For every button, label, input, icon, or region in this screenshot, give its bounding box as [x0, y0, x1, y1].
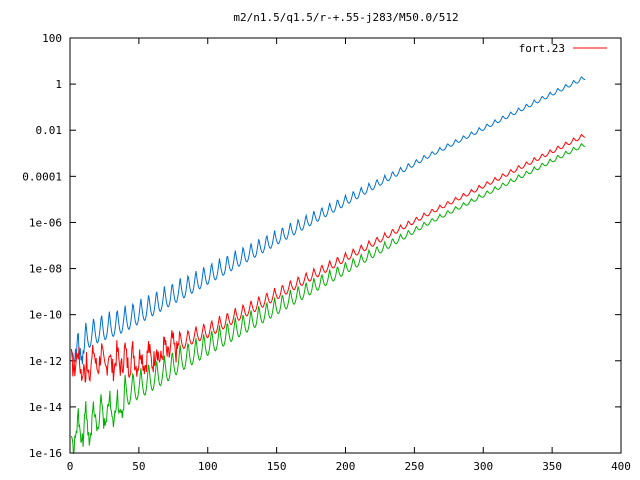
- x-tick-label: 300: [473, 460, 493, 473]
- x-tick-label: 50: [132, 460, 145, 473]
- x-tick-label: 100: [198, 460, 218, 473]
- x-tick-label: 400: [611, 460, 631, 473]
- y-tick-label: 1: [55, 78, 62, 91]
- series-line-3: [70, 142, 586, 454]
- y-tick-label: 1e-12: [29, 355, 62, 368]
- x-tick-label: 250: [404, 460, 424, 473]
- y-axis-ticks: 1e-16 1e-14 1e-12 1e-10 1e-08 1e-06 0.0001 0.01…: [22, 32, 621, 460]
- y-tick-label: 1e-14: [29, 401, 62, 414]
- legend-label: fort.23: [519, 42, 565, 55]
- y-tick-label: 0.0001: [22, 170, 62, 183]
- chart-title: m2/n1.5/q1.5/r-+.55-j283/M50.0/512: [233, 11, 458, 24]
- legend: fort.23: [519, 42, 607, 55]
- y-tick-label: 0.01: [36, 124, 63, 137]
- x-tick-label: 150: [267, 460, 287, 473]
- x-tick-label: 0: [67, 460, 74, 473]
- series-layer: [70, 76, 586, 454]
- y-tick-label: 1e-16: [29, 447, 62, 460]
- y-tick-label: 1e-10: [29, 309, 62, 322]
- x-tick-label: 200: [336, 460, 356, 473]
- y-tick-label: 100: [42, 32, 62, 45]
- series-line-1: [70, 76, 586, 365]
- x-tick-label: 350: [542, 460, 562, 473]
- plot-frame: [69, 37, 622, 454]
- x-axis-ticks: 0 50 100 150 200 250 300 350 400: [67, 38, 631, 473]
- series-line-2: [70, 133, 586, 383]
- y-tick-label: 1e-06: [29, 216, 62, 229]
- y-tick-label: 1e-08: [29, 263, 62, 276]
